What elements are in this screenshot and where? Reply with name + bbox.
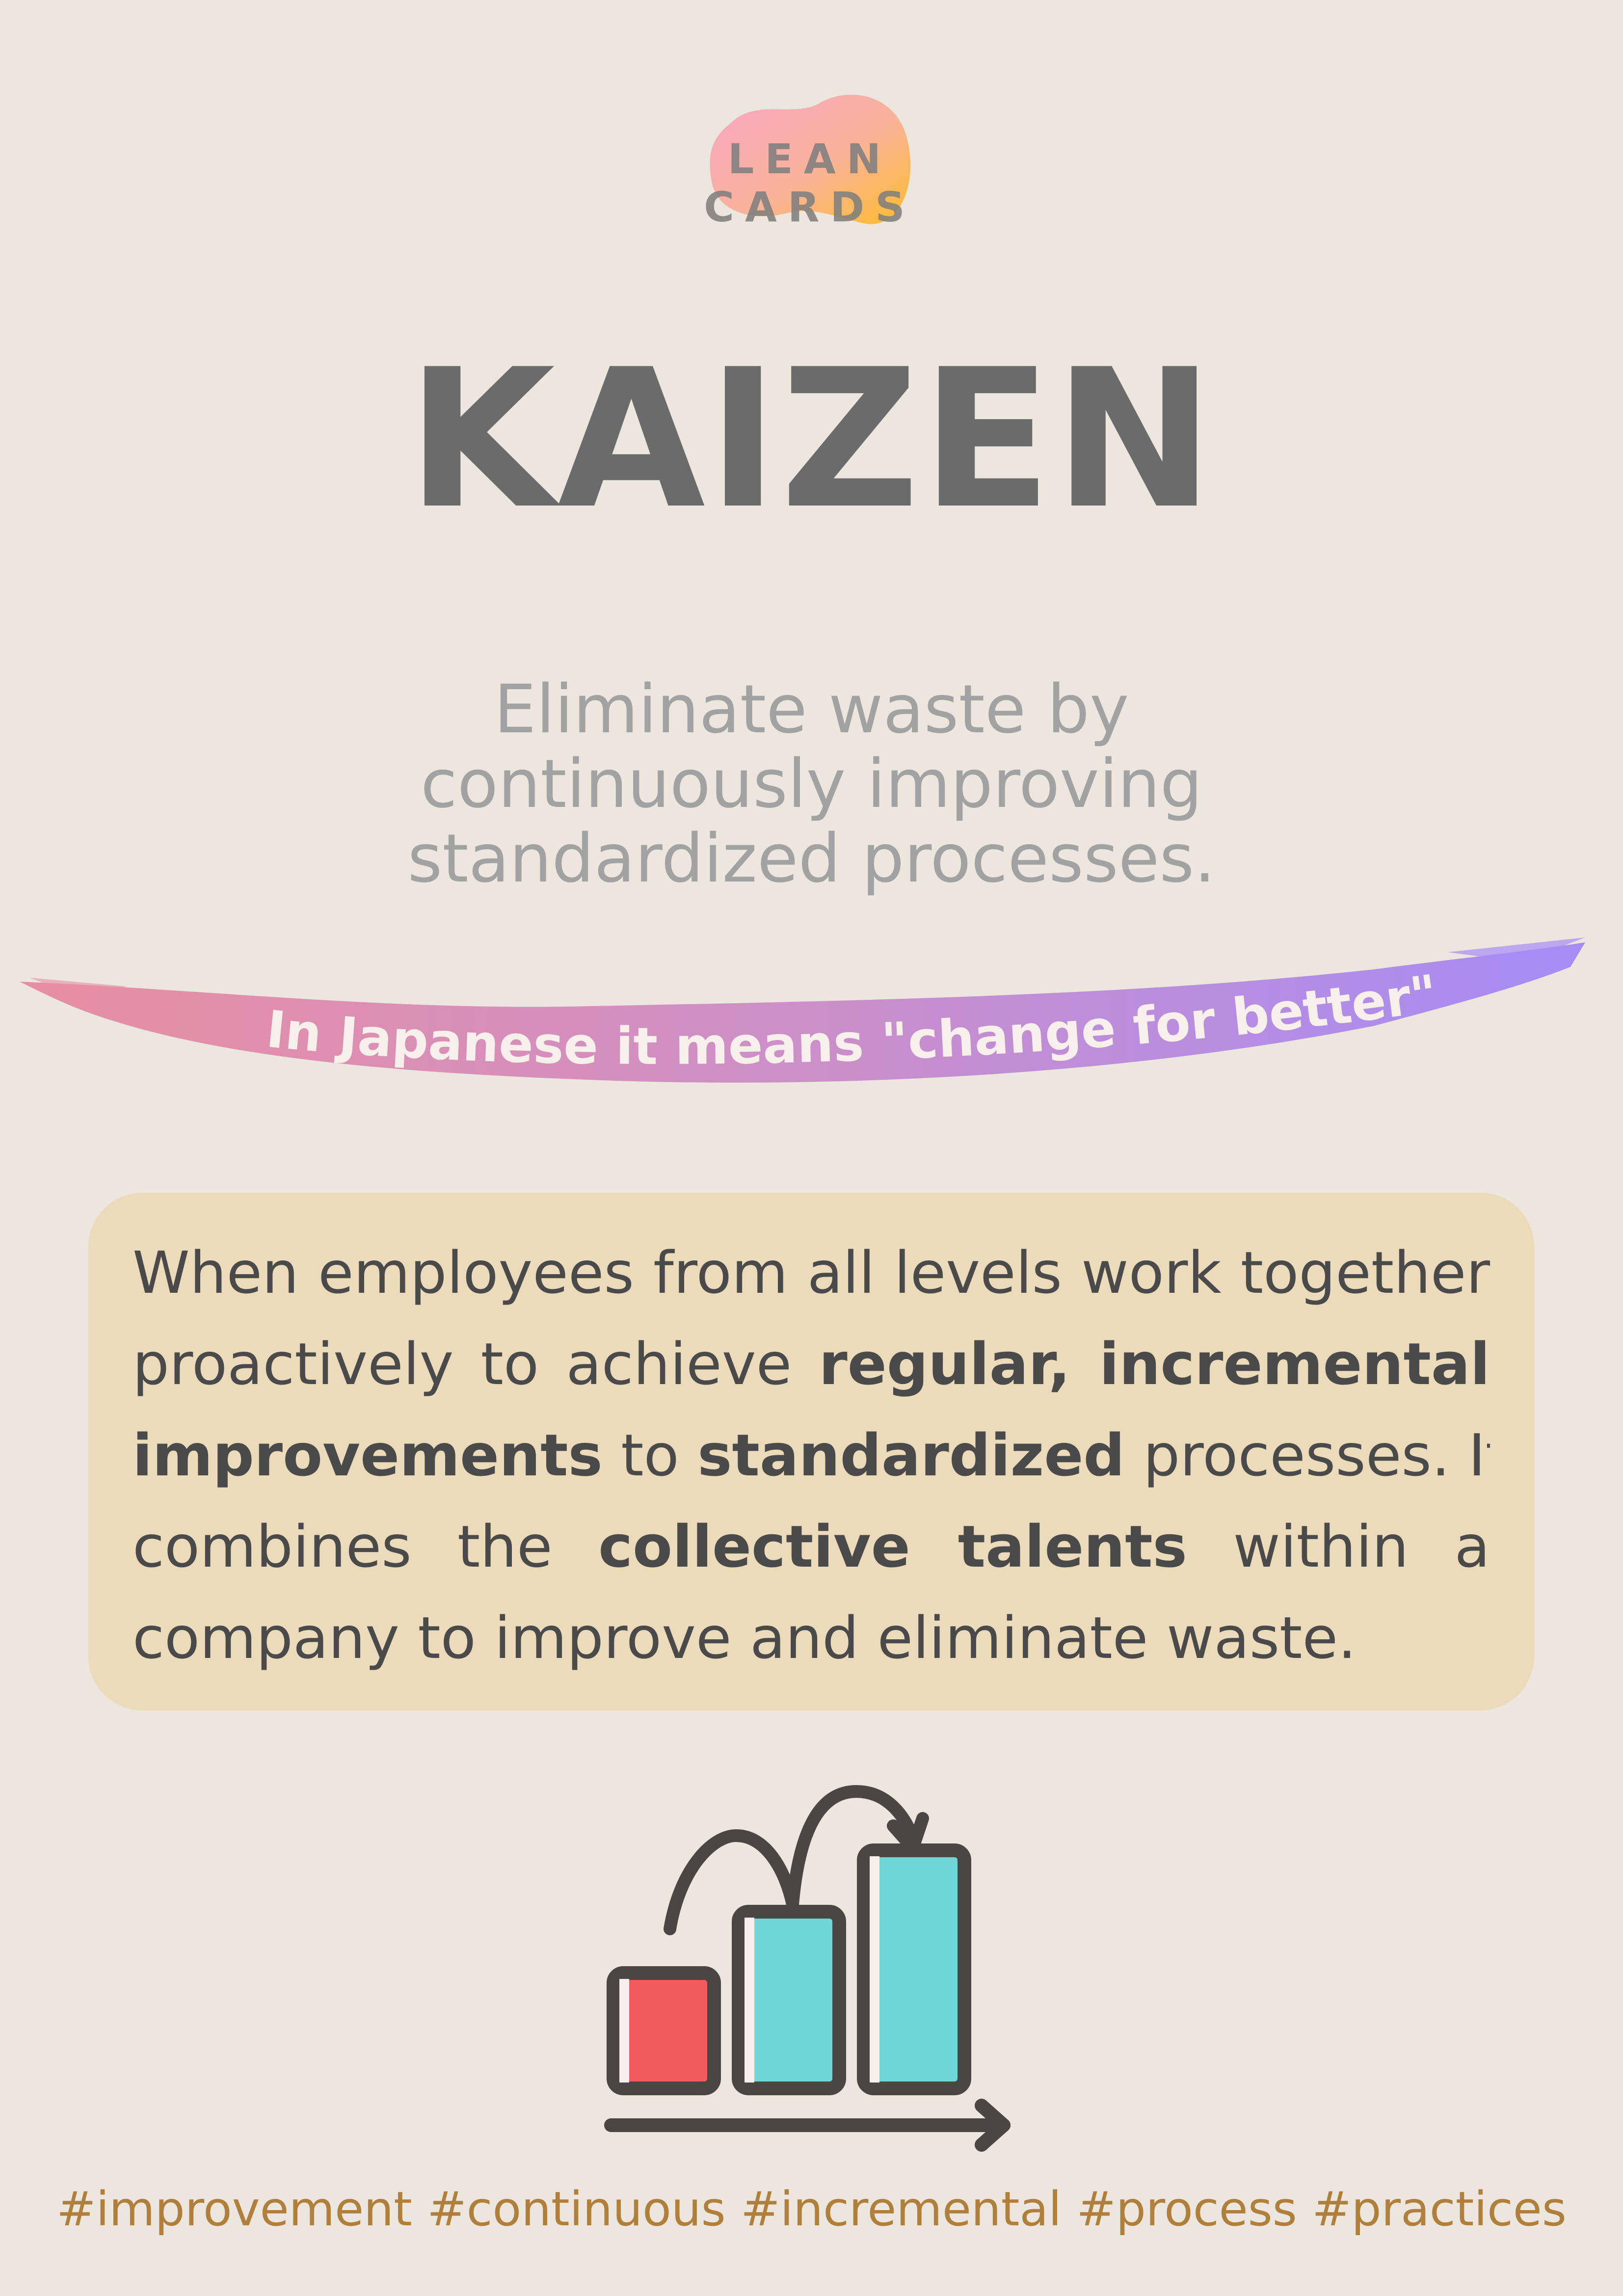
description-text: to xyxy=(602,1421,698,1489)
description-line: When employees from all levels work toge… xyxy=(133,1227,1490,1318)
description-text: combines the xyxy=(133,1513,599,1580)
brand-name: LEAN CARDS xyxy=(704,135,916,231)
brand-logo: LEAN CARDS xyxy=(613,88,1006,236)
brush-banner: In Japanese it means "change for better" xyxy=(20,937,1585,1083)
description-bold-text: standardized xyxy=(697,1421,1125,1489)
description-line: proactively to achieve regular, incremen… xyxy=(133,1318,1490,1410)
logo-blob-icon xyxy=(710,94,911,224)
description-text: company to improve and eliminate waste. xyxy=(133,1604,1357,1672)
hashtags: #improvement #continuous #incremental #p… xyxy=(56,2182,1567,2237)
description-text: When employees from all levels work toge… xyxy=(133,1239,1490,1307)
card-subtitle: Eliminate waste by continuously improvin… xyxy=(294,672,1329,896)
description-text: processes. It xyxy=(1124,1421,1490,1489)
kaizen-growth-chart-icon xyxy=(604,1785,1011,2152)
description-text: proactively to achieve xyxy=(133,1330,819,1398)
description-line: improvements to standardized processes. … xyxy=(133,1410,1490,1501)
subtitle-line: continuously improving xyxy=(421,746,1202,823)
description-line: company to improve and eliminate waste. xyxy=(133,1592,1490,1683)
description-line: combines the collective talents within a xyxy=(133,1501,1490,1592)
description-bold-text: improvements xyxy=(133,1421,603,1489)
subtitle-line: Eliminate waste by xyxy=(494,671,1129,748)
description-bold-text: collective talents xyxy=(598,1513,1187,1580)
card-title: KAIZEN xyxy=(407,328,1216,551)
description-text: within a xyxy=(1187,1513,1490,1580)
description-bold-text: regular, incremental xyxy=(819,1330,1490,1398)
subtitle-line: standardized processes. xyxy=(407,820,1216,898)
description-box: When employees from all levels work toge… xyxy=(88,1193,1534,1710)
